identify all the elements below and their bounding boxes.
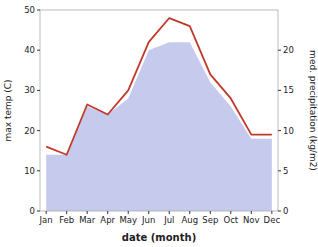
chart: JanFebMarAprMayJunJulAugSepOctNovDec0102…	[0, 0, 318, 247]
y2-tick	[278, 211, 281, 212]
y-tick	[37, 130, 40, 131]
x-tick	[87, 211, 88, 214]
x-tick-label: Jun	[141, 215, 155, 225]
y-tick-label: 20	[24, 126, 35, 136]
x-tick-label: Feb	[59, 215, 74, 225]
y-tick-label: 10	[24, 166, 35, 176]
y2-tick	[278, 90, 281, 91]
x-tick-label: Nov	[243, 215, 260, 225]
y-tick	[37, 90, 40, 91]
y-tick	[37, 50, 40, 51]
y2-axis-label: med. precipitation (kg/m2)	[308, 50, 318, 171]
y-tick-label: 30	[24, 85, 35, 95]
y-tick-label: 0	[30, 206, 35, 216]
y-tick-label: 40	[24, 45, 35, 55]
x-tick	[230, 211, 231, 214]
x-tick	[169, 211, 170, 214]
x-tick-label: Aug	[181, 215, 198, 225]
y2-tick-label: 15	[283, 85, 294, 95]
x-tick	[271, 211, 272, 214]
y2-tick-label: 5	[283, 166, 288, 176]
y2-tick-label: 20	[283, 45, 294, 55]
x-tick-label: Dec	[264, 215, 281, 225]
x-tick	[189, 211, 190, 214]
x-tick	[66, 211, 67, 214]
x-tick	[46, 211, 47, 214]
x-tick-label: May	[119, 215, 137, 225]
y2-tick	[278, 50, 281, 51]
x-tick	[148, 211, 149, 214]
x-tick-label: Apr	[100, 215, 115, 225]
plot-area	[46, 18, 272, 211]
y-tick-label: 50	[24, 5, 35, 15]
precip-area	[46, 42, 272, 211]
y-tick	[37, 170, 40, 171]
temp-line	[46, 18, 272, 155]
plot-frame	[40, 10, 278, 211]
x-tick	[107, 211, 108, 214]
y2-tick-label: 0	[283, 206, 288, 216]
x-tick-label: Oct	[223, 215, 238, 225]
y-tick	[37, 10, 40, 11]
x-tick-label: Jan	[39, 215, 53, 225]
x-tick-label: Mar	[79, 215, 96, 225]
x-tick-label: Sep	[202, 215, 218, 225]
x-tick	[210, 211, 211, 214]
y2-tick	[278, 130, 281, 131]
x-tick	[251, 211, 252, 214]
y-tick	[37, 211, 40, 212]
x-tick-label: Jul	[163, 215, 174, 225]
x-axis-label: date (month)	[122, 232, 196, 243]
x-tick	[128, 211, 129, 214]
y2-tick-label: 10	[283, 126, 294, 136]
y2-tick	[278, 170, 281, 171]
y-axis-label: max temp (C)	[3, 79, 13, 141]
